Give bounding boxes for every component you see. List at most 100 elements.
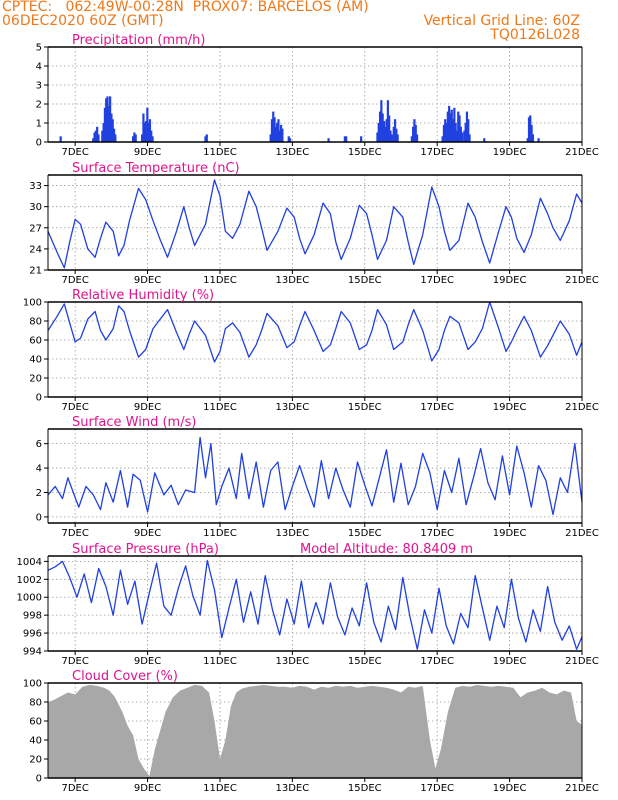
precip-bar [537, 138, 540, 142]
x-tick-label: 19DEC [493, 275, 527, 286]
precip-bar [148, 119, 152, 142]
precip-bar [360, 136, 363, 142]
y-tick-label: 0 [36, 393, 42, 404]
y-tick-label: 60 [29, 717, 42, 728]
precip-bar [277, 119, 280, 142]
precip-bar [382, 121, 386, 142]
x-tick-label: 11DEC [203, 402, 237, 413]
precip-bar [451, 119, 455, 142]
precip-bar [412, 126, 415, 142]
precip-bar [448, 105, 451, 142]
precip-bar [287, 136, 290, 142]
precip-bar [449, 113, 452, 142]
precip-bar [385, 119, 388, 142]
precip-bar [281, 128, 284, 142]
precip-bar [530, 124, 533, 142]
precip-bar [395, 128, 398, 142]
precip-bar [531, 134, 535, 142]
x-tick-label: 19DEC [493, 147, 527, 158]
x-tick-label: 19DEC [493, 656, 527, 667]
x-tick-label: 15DEC [348, 147, 382, 158]
precip-bar [279, 124, 283, 142]
precip-bar [483, 138, 486, 142]
precip-bar [381, 113, 384, 142]
precip-bar [273, 117, 276, 142]
rh-line [47, 301, 583, 363]
y-tick-label: 994 [23, 647, 42, 658]
precip-bar [114, 134, 117, 142]
x-tick-label: 11DEC [203, 528, 237, 539]
x-tick-label: 19DEC [493, 402, 527, 413]
precip-bar [454, 123, 457, 142]
x-tick-label: 15DEC [348, 656, 382, 667]
x-tick-label: 21DEC [565, 783, 599, 794]
precip-bar [109, 96, 112, 142]
wind-line [47, 436, 583, 516]
precip-bar [467, 119, 470, 142]
x-tick-label: 21DEC [565, 402, 599, 413]
x-tick-label: 9DEC [134, 783, 161, 794]
x-tick-label: 7DEC [61, 402, 88, 413]
y-tick-label: 6 [36, 439, 42, 450]
x-tick-label: 17DEC [420, 402, 454, 413]
precip-bar [111, 119, 114, 142]
precip-bar [143, 123, 146, 142]
precip-bar [146, 107, 149, 142]
precip-bar [59, 136, 62, 142]
y-tick-label: 4 [36, 62, 42, 73]
x-tick-label: 21DEC [565, 147, 599, 158]
precip-bar [453, 107, 456, 142]
x-tick-label: 19DEC [493, 528, 527, 539]
precip-bar [112, 128, 116, 142]
x-tick-label: 9DEC [134, 402, 161, 413]
precip-bar [327, 138, 330, 142]
y-tick-label: 4 [36, 464, 42, 475]
panel-title: Surface Temperature (nC) [72, 161, 240, 176]
y-tick-label: 30 [29, 202, 42, 213]
x-tick-label: 7DEC [61, 275, 88, 286]
precip-bar [92, 138, 95, 142]
precip-bar [468, 134, 471, 142]
x-tick-label: 15DEC [348, 528, 382, 539]
precip-bar [269, 134, 272, 142]
model-altitude-label: Model Altitude: 80.8409 m [300, 542, 473, 557]
precip-bar [107, 105, 110, 142]
precip-bar [386, 100, 389, 142]
precip-bar [142, 113, 145, 142]
x-tick-label: 11DEC [203, 275, 237, 286]
header-grid-note: Vertical Grid Line: 60Z [423, 13, 580, 29]
y-tick-label: 40 [29, 355, 42, 366]
y-tick-label: 0 [36, 774, 42, 785]
precip-bar [396, 134, 399, 142]
x-tick-label: 21DEC [565, 656, 599, 667]
precip-bar [205, 134, 208, 142]
x-tick-label: 13DEC [276, 275, 310, 286]
y-tick-label: 20 [29, 374, 42, 385]
y-tick-label: 996 [23, 629, 42, 640]
y-tick-label: 80 [29, 698, 42, 709]
precip-bar [463, 130, 466, 142]
x-tick-label: 7DEC [61, 147, 88, 158]
x-tick-label: 11DEC [203, 656, 237, 667]
x-tick-label: 13DEC [276, 783, 310, 794]
x-tick-label: 9DEC [134, 147, 161, 158]
precip-bar [110, 113, 113, 142]
precip-bar [274, 126, 277, 142]
precip-bar [102, 123, 105, 142]
precip-bar [459, 126, 462, 142]
y-tick-label: 5 [36, 43, 42, 54]
x-tick-label: 13DEC [276, 402, 310, 413]
cloud-cover-area [48, 684, 582, 778]
x-tick-label: 9DEC [134, 528, 161, 539]
y-tick-label: 20 [29, 755, 42, 766]
y-tick-label: 21 [29, 266, 42, 277]
precip-bar [442, 124, 446, 142]
temp-line [47, 179, 583, 269]
precip-bar [378, 111, 382, 142]
x-tick-label: 15DEC [348, 402, 382, 413]
y-tick-label: 1002 [17, 575, 42, 586]
y-tick-label: 2 [36, 488, 42, 499]
precip-bar [441, 136, 444, 142]
precip-bar [384, 126, 387, 142]
